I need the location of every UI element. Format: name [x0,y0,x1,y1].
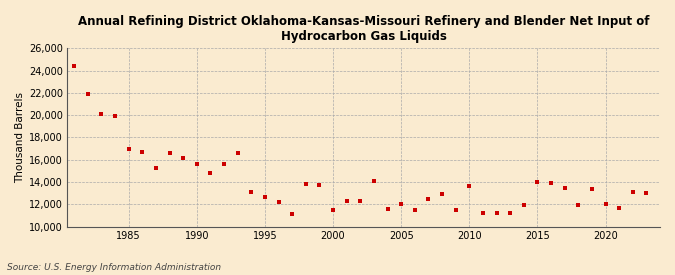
Point [232,151,243,155]
Point [219,162,230,166]
Point [151,165,161,170]
Point [423,197,434,201]
Point [545,181,556,185]
Y-axis label: Thousand Barrels: Thousand Barrels [15,92,25,183]
Point [69,64,80,68]
Point [192,162,202,166]
Point [300,182,311,186]
Text: Source: U.S. Energy Information Administration: Source: U.S. Energy Information Administ… [7,263,221,272]
Point [259,194,270,199]
Point [109,114,120,119]
Point [342,199,352,203]
Point [600,202,611,207]
Point [355,199,366,203]
Point [124,146,134,151]
Point [464,184,475,189]
Point [382,207,393,211]
Point [450,208,461,212]
Point [205,171,216,175]
Point [491,211,502,215]
Point [273,200,284,204]
Point [641,191,652,195]
Point [246,190,256,194]
Point [314,183,325,188]
Point [396,202,406,207]
Point [437,192,448,196]
Point [559,185,570,190]
Point [137,150,148,154]
Point [532,180,543,184]
Point [587,186,597,191]
Point [287,212,298,216]
Point [409,208,420,212]
Point [82,92,93,96]
Point [164,151,175,155]
Point [505,211,516,215]
Point [96,112,107,116]
Point [369,179,379,183]
Title: Annual Refining District Oklahoma-Kansas-Missouri Refinery and Blender Net Input: Annual Refining District Oklahoma-Kansas… [78,15,649,43]
Point [573,203,584,208]
Point [477,211,488,215]
Point [627,190,638,194]
Point [178,155,188,160]
Point [327,208,338,212]
Point [614,205,624,210]
Point [518,203,529,208]
